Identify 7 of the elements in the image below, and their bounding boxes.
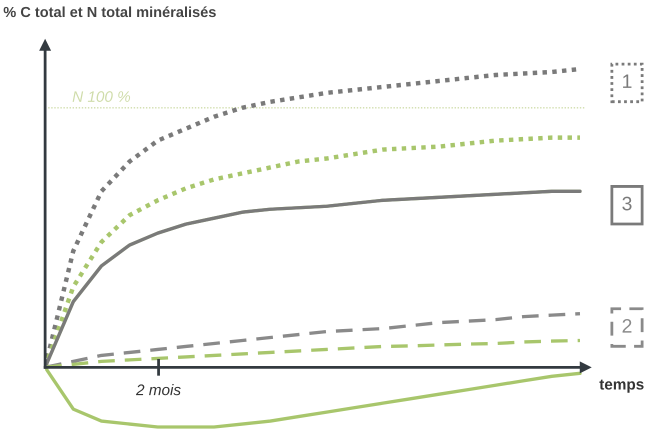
annotation: 2 mois	[136, 384, 181, 396]
text: 2	[622, 318, 632, 333]
text: 1	[623, 74, 632, 88]
ref-line-label: N 100 %	[72, 91, 130, 102]
chart-title: % C total et N total minéralisés	[4, 6, 216, 18]
text: 3	[622, 196, 632, 210]
x-axis-title: temps	[599, 380, 644, 393]
